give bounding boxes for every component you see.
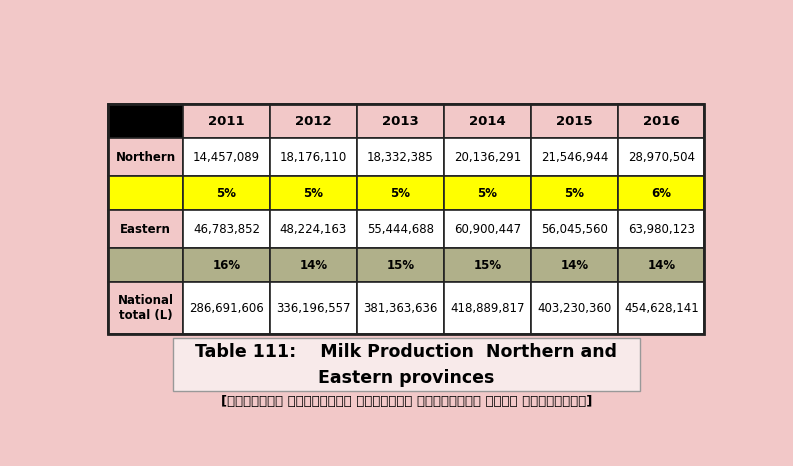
Bar [109, 138, 183, 176]
Text: 20,136,291: 20,136,291 [454, 151, 521, 164]
Text: 2016: 2016 [643, 115, 680, 128]
Text: 55,444,688: 55,444,688 [367, 223, 434, 236]
Text: [கால்நடை உற்பத்தி சுகாதார திணைக்கள பருவ வெளியீடு]: [கால்நடை உற்பத்தி சுகாதார திணைக்கள பருவ … [220, 395, 592, 408]
Bar [109, 210, 183, 248]
Bar [618, 176, 704, 210]
Bar [531, 104, 618, 138]
Bar [270, 138, 357, 176]
Bar [183, 210, 270, 248]
Bar [357, 248, 444, 282]
Text: 2014: 2014 [469, 115, 506, 128]
Bar [183, 138, 270, 176]
Bar [183, 248, 270, 282]
Text: 14%: 14% [647, 259, 676, 272]
Text: 18,332,385: 18,332,385 [367, 151, 434, 164]
Text: Table 111:    Milk Production  Northern and: Table 111: Milk Production Northern and [195, 343, 618, 361]
Text: 5%: 5% [477, 187, 497, 200]
Text: 48,224,163: 48,224,163 [280, 223, 347, 236]
Bar [270, 248, 357, 282]
Bar [444, 210, 531, 248]
Bar [109, 248, 183, 282]
Bar [618, 104, 704, 138]
Bar [618, 138, 704, 176]
Text: 28,970,504: 28,970,504 [628, 151, 695, 164]
Text: Northern: Northern [116, 151, 176, 164]
Bar [183, 176, 270, 210]
Bar [109, 176, 183, 210]
Bar [531, 282, 618, 334]
Text: 2015: 2015 [556, 115, 593, 128]
Bar [357, 176, 444, 210]
Text: 454,628,141: 454,628,141 [624, 302, 699, 315]
Bar [357, 282, 444, 334]
Bar [270, 176, 357, 210]
Bar [531, 176, 618, 210]
Text: 286,691,606: 286,691,606 [189, 302, 264, 315]
Bar [109, 104, 704, 334]
Text: 46,783,852: 46,783,852 [193, 223, 260, 236]
Text: 63,980,123: 63,980,123 [628, 223, 695, 236]
Bar [270, 210, 357, 248]
Text: 15%: 15% [473, 259, 501, 272]
Text: 5%: 5% [390, 187, 411, 200]
Bar [618, 210, 704, 248]
Text: 336,196,557: 336,196,557 [276, 302, 351, 315]
Text: 6%: 6% [651, 187, 671, 200]
Bar [444, 176, 531, 210]
Bar [173, 337, 640, 391]
Bar [183, 104, 270, 138]
Bar [357, 138, 444, 176]
Bar [444, 104, 531, 138]
Bar [531, 210, 618, 248]
Text: Eastern: Eastern [121, 223, 171, 236]
Text: 2011: 2011 [208, 115, 245, 128]
Bar [270, 282, 357, 334]
Bar [444, 282, 531, 334]
Bar [444, 138, 531, 176]
Bar [531, 248, 618, 282]
Text: 16%: 16% [213, 259, 240, 272]
Text: 18,176,110: 18,176,110 [280, 151, 347, 164]
Text: 5%: 5% [216, 187, 236, 200]
Text: 2012: 2012 [295, 115, 331, 128]
Bar [183, 282, 270, 334]
Bar [109, 104, 183, 138]
Bar [618, 248, 704, 282]
Text: 2013: 2013 [382, 115, 419, 128]
Text: National
total (L): National total (L) [117, 294, 174, 322]
Text: 14%: 14% [299, 259, 328, 272]
Bar [444, 248, 531, 282]
Text: Eastern provinces: Eastern provinces [318, 369, 495, 387]
Bar [618, 282, 704, 334]
Bar [357, 104, 444, 138]
Text: 5%: 5% [304, 187, 324, 200]
Text: 56,045,560: 56,045,560 [541, 223, 608, 236]
Text: 14,457,089: 14,457,089 [193, 151, 260, 164]
Text: 418,889,817: 418,889,817 [450, 302, 525, 315]
Text: 14%: 14% [561, 259, 588, 272]
Bar [270, 104, 357, 138]
Text: 15%: 15% [386, 259, 415, 272]
Text: 60,900,447: 60,900,447 [454, 223, 521, 236]
Text: 5%: 5% [565, 187, 584, 200]
Bar [357, 210, 444, 248]
Text: 403,230,360: 403,230,360 [538, 302, 611, 315]
Text: 21,546,944: 21,546,944 [541, 151, 608, 164]
Text: 381,363,636: 381,363,636 [363, 302, 438, 315]
Bar [531, 138, 618, 176]
Bar [109, 282, 183, 334]
